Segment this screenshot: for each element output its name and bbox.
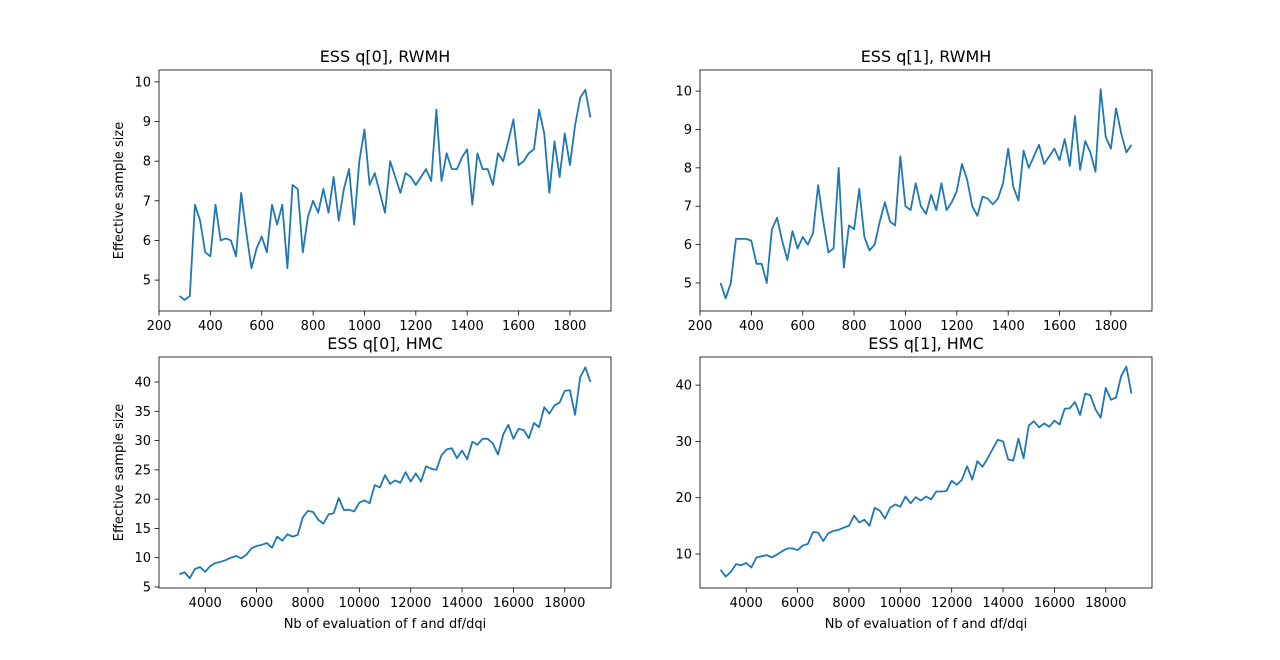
y-tick-label: 30 xyxy=(134,434,151,449)
x-tick-label: 1400 xyxy=(992,319,1025,334)
x-tick-label: 200 xyxy=(147,319,172,334)
x-tick-label: 1200 xyxy=(399,319,432,334)
x-tick-label: 16000 xyxy=(493,596,534,611)
x-tick-label: 1800 xyxy=(553,319,586,334)
y-tick-label: 30 xyxy=(675,435,692,450)
x-tick-label: 1400 xyxy=(451,319,484,334)
axes-frame xyxy=(699,356,1153,589)
y-tick-label: 5 xyxy=(684,276,692,291)
x-tick-label: 10000 xyxy=(339,596,380,611)
x-tick-label: 400 xyxy=(739,319,764,334)
x-tick-label: 1000 xyxy=(348,319,381,334)
y-tick-label: 20 xyxy=(134,493,151,508)
y-tick-label: 6 xyxy=(684,238,692,253)
axes-title: ESS q[1], HMC xyxy=(868,334,984,353)
x-tick-label: 200 xyxy=(688,319,713,334)
x-tick-label: 8000 xyxy=(832,596,865,611)
axes-title: ESS q[0], RWMH xyxy=(320,47,451,66)
y-axis-label: Effective sample size xyxy=(112,122,127,259)
x-tick-label: 1600 xyxy=(1043,319,1076,334)
x-axis-label: Nb of evaluation of f and df/dqi xyxy=(825,617,1028,632)
x-tick-label: 12000 xyxy=(931,596,972,611)
x-tick-label: 1200 xyxy=(940,319,973,334)
y-tick-label: 10 xyxy=(675,85,692,100)
axes-frame xyxy=(158,356,612,589)
x-tick-label: 1600 xyxy=(502,319,535,334)
y-tick-label: 6 xyxy=(143,234,151,249)
x-tick-label: 18000 xyxy=(544,596,585,611)
axes-title: ESS q[1], RWMH xyxy=(861,47,992,66)
x-tick-label: 6000 xyxy=(781,596,814,611)
y-tick-label: 9 xyxy=(684,123,692,138)
x-tick-label: 12000 xyxy=(390,596,431,611)
y-tick-label: 35 xyxy=(134,405,151,420)
x-tick-label: 14000 xyxy=(982,596,1023,611)
y-tick-label: 9 xyxy=(143,115,151,130)
y-tick-label: 7 xyxy=(684,200,692,215)
y-tick-label: 40 xyxy=(675,379,692,394)
x-tick-label: 4000 xyxy=(730,596,763,611)
x-axis-label: Nb of evaluation of f and df/dqi xyxy=(284,617,487,632)
y-tick-label: 8 xyxy=(143,155,151,170)
x-tick-label: 6000 xyxy=(240,596,273,611)
axes-title: ESS q[0], HMC xyxy=(327,334,443,353)
y-tick-label: 5 xyxy=(143,274,151,289)
y-tick-label: 40 xyxy=(134,376,151,391)
y-tick-label: 8 xyxy=(684,161,692,176)
y-tick-label: 15 xyxy=(134,522,151,537)
y-tick-label: 5 xyxy=(143,581,151,596)
y-tick-label: 20 xyxy=(675,491,692,506)
line xyxy=(179,88,592,301)
y-tick-label: 25 xyxy=(134,463,151,478)
axes-frame xyxy=(699,69,1153,312)
x-tick-label: 1000 xyxy=(889,319,922,334)
x-tick-label: 18000 xyxy=(1085,596,1126,611)
line xyxy=(719,88,1133,300)
x-tick-label: 1800 xyxy=(1094,319,1127,334)
y-tick-label: 10 xyxy=(675,548,692,563)
x-tick-label: 10000 xyxy=(880,596,921,611)
y-tick-label: 10 xyxy=(134,75,151,90)
x-tick-label: 14000 xyxy=(441,596,482,611)
x-tick-label: 600 xyxy=(790,319,815,334)
y-tick-label: 10 xyxy=(134,551,151,566)
y-tick-label: 7 xyxy=(143,194,151,209)
x-tick-label: 8000 xyxy=(291,596,324,611)
axes-frame xyxy=(158,69,612,312)
line xyxy=(179,366,592,580)
y-axis-label: Effective sample size xyxy=(112,404,127,541)
x-tick-label: 400 xyxy=(198,319,223,334)
x-tick-label: 800 xyxy=(301,319,326,334)
x-tick-label: 16000 xyxy=(1034,596,1075,611)
x-tick-label: 4000 xyxy=(189,596,222,611)
x-tick-label: 800 xyxy=(842,319,867,334)
line xyxy=(719,365,1133,578)
x-tick-label: 600 xyxy=(249,319,274,334)
